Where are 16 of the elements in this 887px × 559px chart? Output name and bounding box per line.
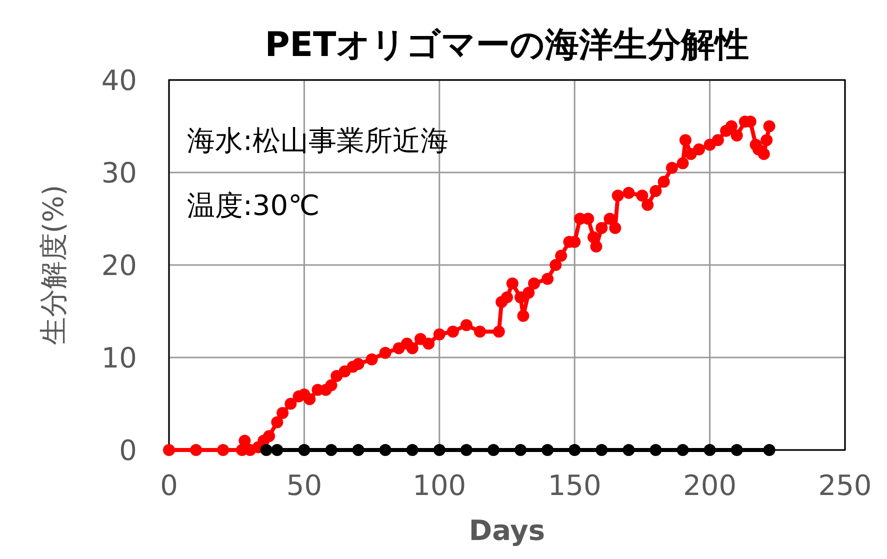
annotation: 温度:30℃ [187, 189, 320, 222]
x-tick-label: 100 [412, 469, 466, 502]
y-tick-label: 30 [101, 156, 137, 190]
x-tick-label: 200 [683, 469, 737, 502]
y-tick-label: 10 [101, 342, 137, 374]
y-axis-title: 生分解度(%) [37, 184, 70, 346]
x-tick-label: 50 [286, 469, 322, 502]
y-tick-label: 20 [101, 249, 137, 282]
x-tick-label: 0 [160, 469, 178, 502]
annotation: 海水:松山事業所近海 [187, 124, 448, 157]
chart-title: PETオリゴマーの海洋生分解性 [264, 25, 750, 65]
x-axis-title: Days [468, 514, 546, 547]
x-tick-label: 150 [548, 469, 602, 502]
x-tick-label: 250 [818, 469, 872, 502]
y-tick-label: 0 [119, 434, 137, 467]
y-tick-label: 40 [101, 64, 137, 97]
